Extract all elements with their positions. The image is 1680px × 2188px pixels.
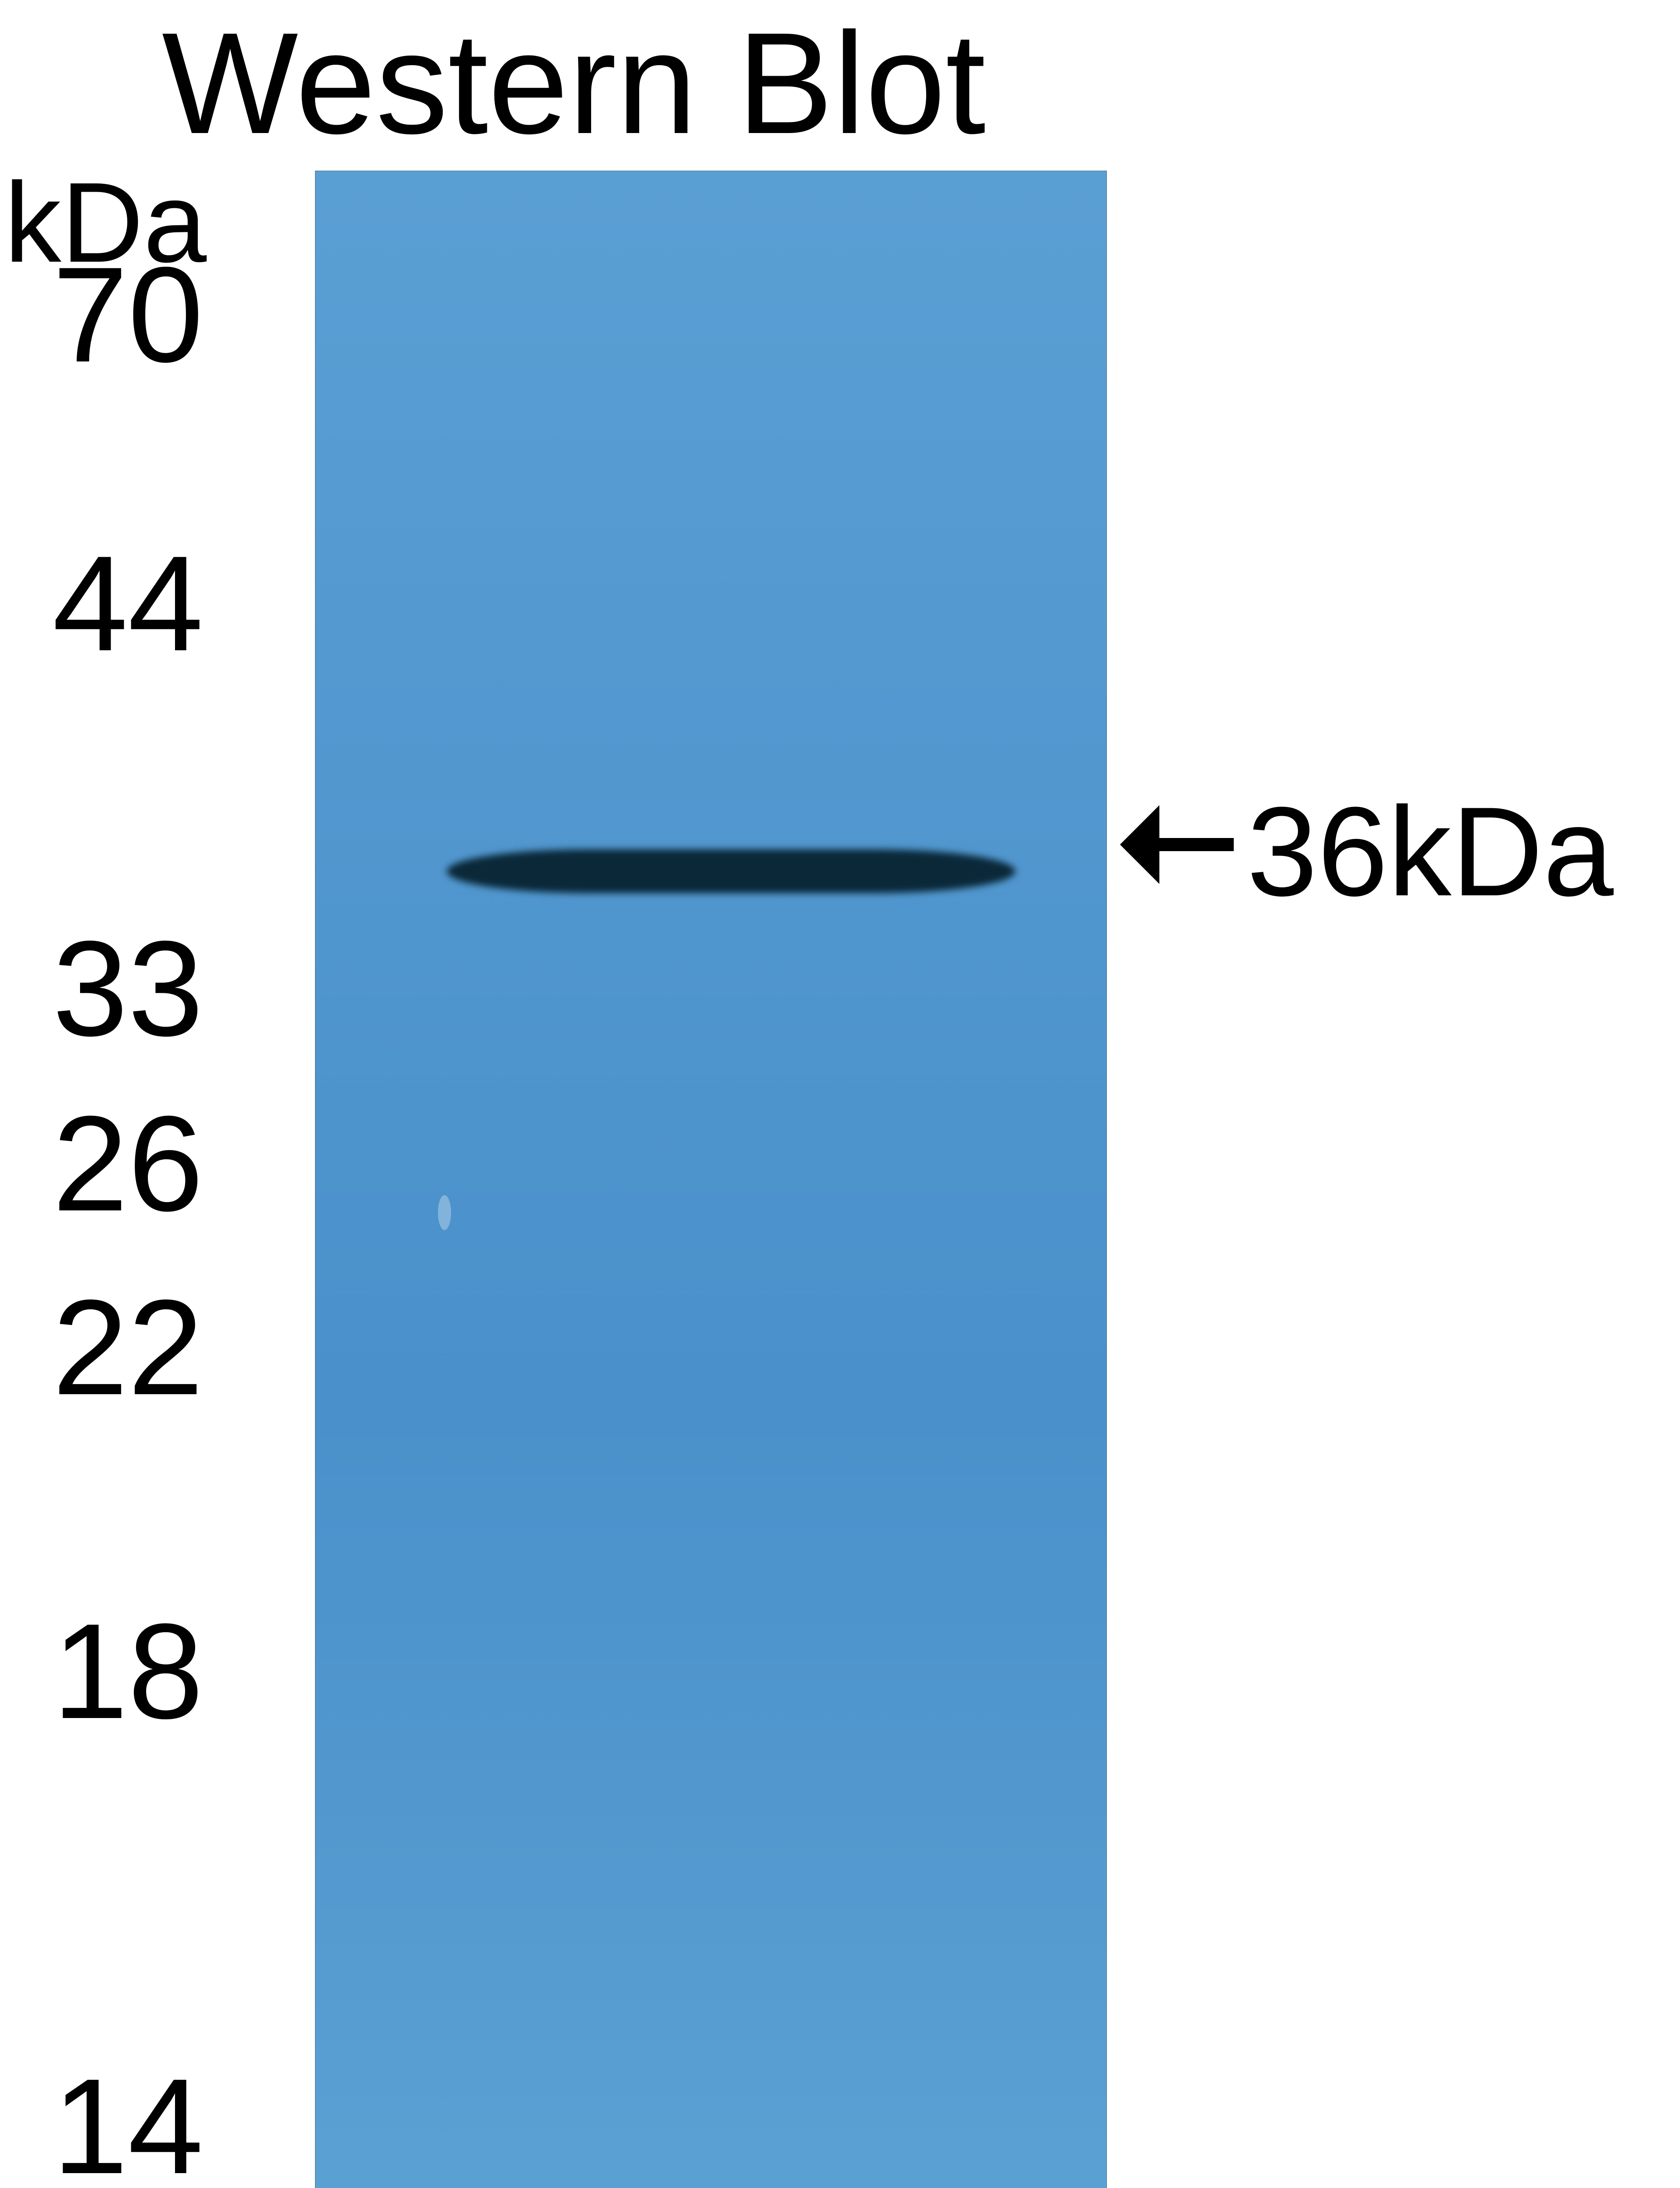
arrow-head-icon: [1120, 805, 1159, 884]
marker-14: 14: [52, 2048, 203, 2188]
arrow-line: [1159, 838, 1234, 851]
marker-22: 22: [52, 1269, 203, 1425]
marker-33: 33: [52, 910, 203, 1066]
marker-26: 26: [52, 1085, 203, 1241]
blot-membrane-strip: [315, 171, 1107, 2188]
marker-44: 44: [52, 525, 203, 681]
figure-title: Western Blot: [162, 0, 986, 166]
membrane-artifact: [438, 1195, 451, 1230]
marker-70: 70: [52, 236, 203, 393]
band-size-label: 36kDa: [1247, 779, 1614, 925]
marker-18: 18: [52, 1593, 203, 1749]
protein-band: [447, 849, 1015, 893]
western-blot-figure: Western Blot kDa 70 44 33 26 22 18 14 10…: [0, 0, 1680, 2188]
